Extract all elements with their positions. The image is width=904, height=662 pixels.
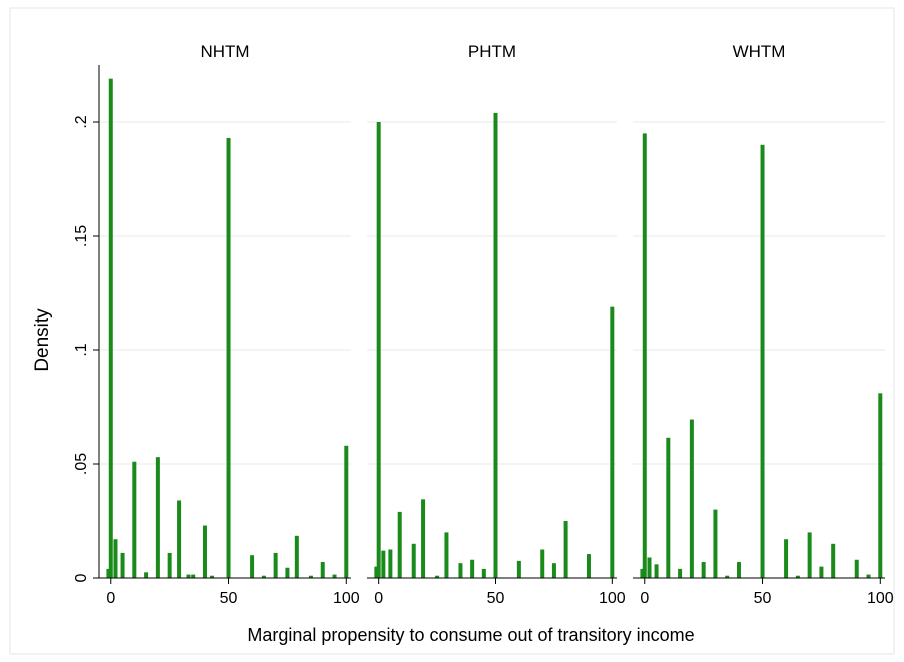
bar (294, 535, 299, 578)
bar (878, 393, 883, 578)
bar (320, 562, 325, 578)
bar (332, 574, 337, 578)
bar (113, 539, 118, 578)
bar (421, 499, 426, 578)
bar (458, 563, 463, 578)
bar (610, 306, 615, 578)
bar (866, 574, 871, 578)
bar (640, 568, 645, 578)
bar (273, 552, 278, 578)
panel-title: PHTM (468, 42, 516, 61)
y-tick-label: .1 (73, 343, 90, 356)
bar (819, 566, 824, 578)
x-tick-label: 0 (106, 590, 115, 607)
bar (481, 568, 486, 578)
bar (689, 419, 694, 578)
bar (647, 557, 652, 578)
bar (760, 144, 765, 579)
bar (191, 574, 196, 578)
panel-title: WHTM (733, 42, 786, 61)
bar (120, 552, 125, 578)
bar (308, 575, 313, 578)
bar (654, 564, 659, 578)
bar (155, 457, 160, 578)
bar (470, 559, 475, 578)
bar (144, 572, 149, 578)
bar (435, 575, 440, 578)
bar (106, 568, 111, 578)
bar (540, 549, 545, 578)
bar (563, 521, 568, 578)
bar (381, 550, 386, 578)
x-axis-label: Marginal propensity to consume out of tr… (247, 625, 694, 645)
bar (411, 543, 416, 578)
bar (586, 554, 591, 578)
bar (202, 525, 207, 578)
bar (344, 445, 349, 578)
bar (795, 575, 800, 578)
y-axis-label: Density (32, 308, 53, 372)
bar (642, 133, 647, 578)
bar (374, 566, 379, 578)
x-tick-label: 0 (374, 590, 383, 607)
bar (551, 563, 556, 578)
bar (376, 122, 381, 578)
bar (725, 575, 730, 578)
panel-whtm: WHTM 0 50 100 (633, 42, 894, 607)
panel-phtm: PHTM 0 50 100 (367, 42, 626, 607)
x-tick-label: 100 (867, 590, 894, 607)
y-tick-label: .05 (73, 453, 90, 475)
y-tick-label: .2 (73, 115, 90, 128)
panel-title: NHTM (200, 42, 249, 61)
y-tick-label: .15 (73, 225, 90, 247)
bar (854, 559, 859, 578)
x-tick-label: 0 (640, 590, 649, 607)
bar (516, 560, 521, 578)
x-tick-label: 100 (599, 590, 626, 607)
x-tick-label: 100 (333, 590, 360, 607)
bar (186, 574, 191, 578)
bar (397, 511, 402, 578)
bar (701, 562, 706, 578)
bar (831, 543, 836, 578)
x-tick-label: 50 (754, 590, 772, 607)
bar (388, 549, 393, 578)
bar (444, 532, 449, 578)
bar (285, 567, 290, 578)
bar (493, 112, 498, 578)
bar (666, 437, 671, 578)
panel-nhtm: NHTM 0 50 100 0 .05 .1 .15 .2 (73, 42, 360, 607)
figure-border (9, 7, 895, 655)
y-tick-label: 0 (73, 573, 90, 582)
bar (226, 137, 231, 578)
bar (177, 500, 182, 578)
x-tick-label: 50 (487, 590, 505, 607)
chart-panels: NHTM 0 50 100 0 .05 .1 .15 .2 PHTM 0 50 100 WHTM 0 50 10… (73, 42, 894, 607)
bar (784, 539, 789, 578)
bar (807, 532, 812, 578)
bar (713, 509, 718, 578)
x-tick-label: 50 (220, 590, 238, 607)
bar (250, 555, 255, 578)
bar (736, 562, 741, 578)
bar (678, 568, 683, 578)
bar (210, 575, 215, 578)
bar (132, 461, 137, 578)
bar (167, 552, 172, 578)
bar (108, 78, 113, 579)
bar (261, 575, 266, 578)
